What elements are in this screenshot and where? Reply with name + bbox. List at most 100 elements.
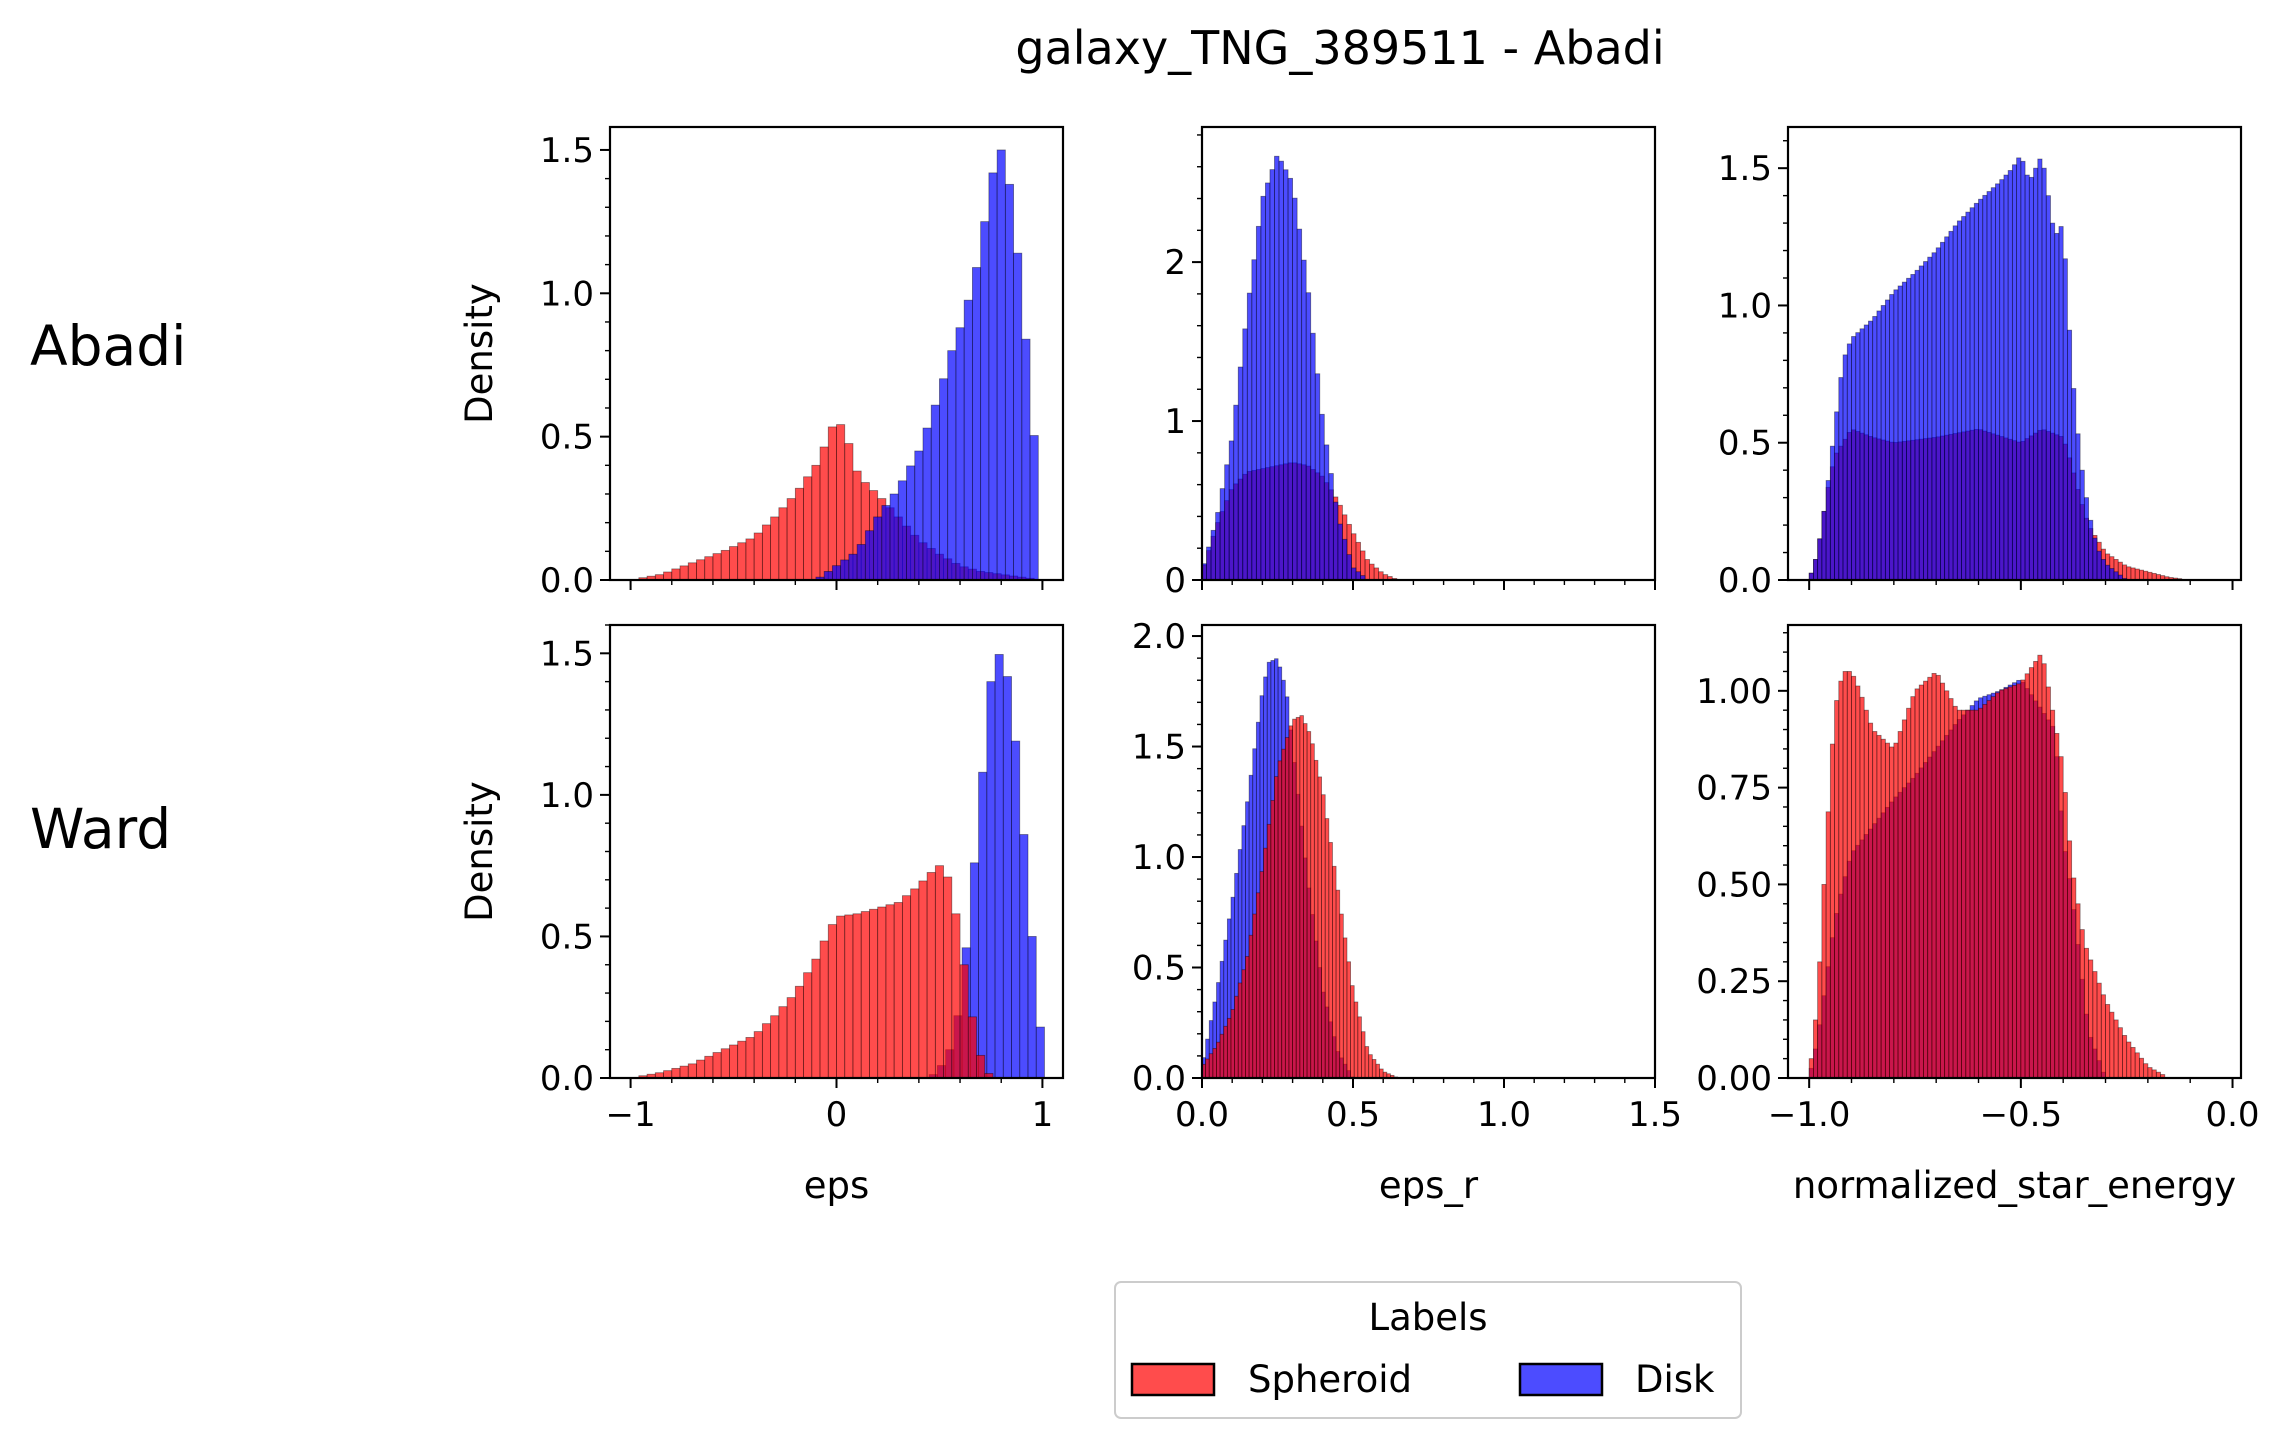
histogram-bar xyxy=(1306,731,1312,1078)
histogram-bar xyxy=(2130,1047,2136,1078)
x-tick-label: 0.0 xyxy=(1175,1095,1229,1135)
y-tick-label: 0.5 xyxy=(1132,949,1186,989)
histogram-bar xyxy=(1332,865,1337,1078)
histogram-bar xyxy=(881,505,891,580)
y-tick-label: 0.0 xyxy=(540,1059,594,1099)
y-tick-label: 0.5 xyxy=(540,917,594,957)
histogram-bar xyxy=(1876,310,1882,580)
x-tick-label: 1 xyxy=(1032,1095,1054,1135)
histogram-bar xyxy=(1219,488,1226,580)
histogram-bar xyxy=(2007,170,2013,580)
histogram-bar xyxy=(2071,877,2077,1078)
histogram-bar xyxy=(1241,825,1246,1078)
histogram-bar xyxy=(1846,343,1852,580)
histogram-bar xyxy=(1387,576,1393,580)
histogram-bar xyxy=(1368,1054,1373,1078)
histogram-bar xyxy=(2109,1011,2115,1078)
panel-ward-2: 0.00 0.25 0.50 0.75 1.00 −1.0 −0.5 0.0 normalize… xyxy=(1696,623,2260,1207)
panel-abadi-1: 0 1 2 xyxy=(1164,125,1657,601)
histogram-bar xyxy=(836,915,846,1078)
histogram-bar xyxy=(1284,737,1290,1078)
histogram-bar xyxy=(885,904,895,1078)
histogram-bar xyxy=(1965,709,1971,1078)
histogram-bar xyxy=(704,1055,714,1078)
histogram-bar xyxy=(1019,834,1029,1078)
histogram-bar xyxy=(1255,892,1261,1078)
histogram-bar xyxy=(1278,160,1284,580)
histogram-bar xyxy=(1821,510,1827,580)
histogram-bar xyxy=(2003,688,2009,1078)
histogram-bar xyxy=(2100,994,2106,1078)
histogram-bar xyxy=(860,911,870,1078)
histogram-bar xyxy=(930,404,940,580)
histogram-bar xyxy=(2092,971,2098,1078)
histogram-bar xyxy=(2147,1067,2153,1078)
histogram-bar xyxy=(1353,1001,1359,1078)
y-tick-label: 0.50 xyxy=(1696,865,1772,905)
histogram-bar xyxy=(1004,183,1014,580)
histogram-bar xyxy=(893,902,903,1078)
histogram-bar xyxy=(1361,1031,1366,1078)
histogram-bar xyxy=(712,1052,722,1078)
histogram-bar xyxy=(976,1054,986,1078)
histogram-bar xyxy=(729,546,739,580)
legend-label-disk: Disk xyxy=(1635,1358,1715,1401)
histogram-bar xyxy=(663,571,673,580)
histogram-bar xyxy=(1897,731,1903,1078)
histogram-bar xyxy=(1880,738,1886,1078)
histogram-bar xyxy=(1296,228,1303,580)
histogram-bar xyxy=(1914,269,1920,580)
histogram-bar xyxy=(1897,285,1903,580)
histogram-bar xyxy=(1990,187,1996,580)
histogram-bar xyxy=(2024,174,2030,580)
axes-frame xyxy=(1786,623,2243,1080)
histogram-bar xyxy=(2050,222,2056,580)
series-disk xyxy=(1202,155,1366,580)
histogram-bar xyxy=(1817,538,1823,580)
histogram-bar xyxy=(1931,673,1937,1078)
histogram-bar xyxy=(1910,274,1916,580)
histogram-bar xyxy=(1940,241,1946,580)
histogram-bar xyxy=(1321,794,1326,1078)
histogram-bar xyxy=(811,958,821,1078)
histogram-bar xyxy=(1851,675,1857,1078)
x-axis-label: normalized_star_energy xyxy=(1793,1164,2236,1207)
histogram-bar xyxy=(901,895,912,1078)
histogram-bar xyxy=(1808,1058,1814,1078)
histogram-bar xyxy=(1224,464,1230,580)
histogram-bar xyxy=(1952,225,1958,580)
histogram-bar xyxy=(1219,1033,1225,1078)
histogram-bar xyxy=(819,446,829,580)
histogram-bar xyxy=(1245,956,1250,1078)
histogram-bar xyxy=(2007,686,2013,1078)
histogram-bar xyxy=(745,538,755,580)
bars xyxy=(1202,658,1399,1078)
histogram-bar xyxy=(1223,1025,1228,1078)
histogram-bar xyxy=(2058,756,2064,1078)
histogram-bar xyxy=(2113,571,2119,580)
histogram-bar xyxy=(2020,160,2026,580)
y-tick-label: 0.25 xyxy=(1696,962,1772,1002)
histogram-bar xyxy=(869,908,879,1078)
histogram-bar xyxy=(786,498,796,580)
histogram-bar xyxy=(1944,236,1950,580)
histogram-bar xyxy=(918,880,928,1078)
y-axis-label: Density xyxy=(458,781,501,922)
histogram-bar xyxy=(1973,709,1979,1078)
axes-frame xyxy=(1200,125,1657,582)
histogram-bar xyxy=(1906,277,1912,580)
histogram-bar xyxy=(831,565,842,580)
histogram-bar xyxy=(934,865,944,1078)
histogram-bar xyxy=(988,172,998,580)
histogram-bar xyxy=(1314,373,1321,580)
histogram-bar xyxy=(1332,501,1339,580)
x-axis-label: eps_r xyxy=(1379,1164,1479,1207)
histogram-bar xyxy=(2062,258,2068,580)
histogram-bar xyxy=(815,576,825,580)
histogram-bar xyxy=(753,1031,763,1078)
histogram-bar xyxy=(1838,680,1844,1078)
histogram-bar xyxy=(737,1040,747,1078)
histogram-bar xyxy=(889,493,899,580)
histogram-bar xyxy=(2016,157,2022,580)
histogram-bar xyxy=(1868,320,1874,580)
